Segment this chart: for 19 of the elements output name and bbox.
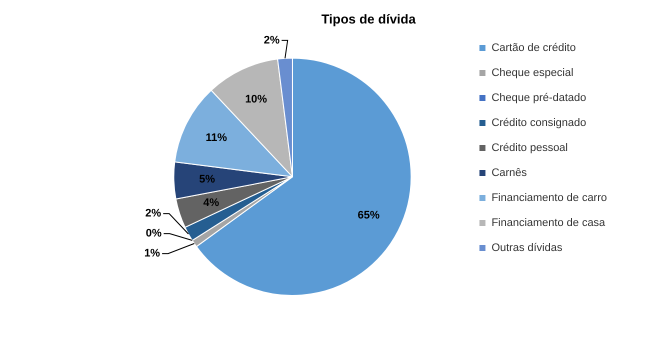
data-label: 4% <box>203 197 220 210</box>
legend-label: Financiamento de carro <box>491 192 608 204</box>
chart-title: Tipos de dívida <box>321 11 416 26</box>
legend-label: Cheque especial <box>491 67 574 80</box>
data-label: 10% <box>245 94 268 106</box>
data-label: 2% <box>145 208 162 220</box>
text: 0% <box>146 228 162 240</box>
legend-label: Cartão de crédito <box>491 42 576 54</box>
legend-label: Outras dívidas <box>491 242 563 254</box>
data-label: 5% <box>199 174 216 186</box>
legend-label: Carnês <box>491 167 528 180</box>
legend-label: Financiamento de casa <box>491 217 606 230</box>
legend-label: Crédito consignado <box>491 117 586 130</box>
data-label: 11% <box>206 132 228 144</box>
legend-label: Cheque pré-datado <box>491 92 586 104</box>
legend-label: Crédito pessoal <box>491 142 568 154</box>
data-label: 2% <box>264 34 280 46</box>
data-label: 65% <box>358 210 380 222</box>
data-label: 1% <box>144 248 160 260</box>
